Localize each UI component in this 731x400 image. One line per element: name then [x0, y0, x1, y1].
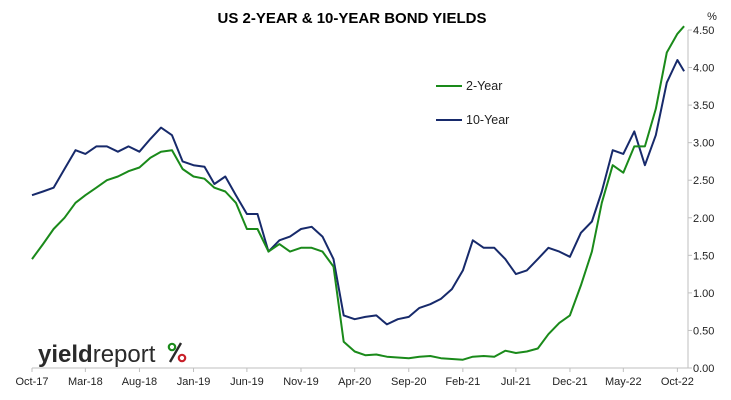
x-tick-label: Aug-18	[122, 376, 157, 388]
legend: 2-Year 10-Year	[436, 79, 509, 127]
yieldreport-logo: yieldreport	[38, 341, 187, 368]
x-tick-label: Dec-21	[552, 376, 587, 388]
chart-title: US 2-YEAR & 10-YEAR BOND YIELDS	[218, 10, 487, 27]
x-tick-label: Nov-19	[283, 376, 318, 388]
x-tick-label: Oct-22	[661, 376, 694, 388]
y-tick-label: 4.50	[693, 25, 714, 37]
y-tick-label: 1.50	[693, 250, 714, 262]
x-tick-label: Jan-19	[177, 376, 211, 388]
y-unit-label: %	[707, 11, 717, 23]
x-tick-label: Oct-17	[15, 376, 48, 388]
y-tick-label: 2.50	[693, 175, 714, 187]
legend-label-2-year: 2-Year	[466, 79, 502, 93]
y-tick-label: 1.00	[693, 288, 714, 300]
y-tick-label: 0.50	[693, 325, 714, 337]
y-tick-label: 3.50	[693, 100, 714, 112]
x-tick-label: Feb-21	[445, 376, 480, 388]
logo-word-report: report	[93, 341, 156, 368]
y-tick-label: 4.00	[693, 63, 714, 75]
x-tick-label: Apr-20	[338, 376, 371, 388]
percent-circle-top	[167, 342, 177, 352]
logo-wordmark: yieldreport	[38, 341, 156, 368]
x-tick-label: Mar-18	[68, 376, 103, 388]
percent-slash	[168, 342, 183, 363]
y-axis: 0.00 0.50 1.00 1.50 2.00 2.50 3.00 3.50 4.00 4.50	[687, 25, 714, 375]
x-tick-label: Jun-19	[230, 376, 264, 388]
x-axis: Oct-17 Mar-18 Aug-18 Jan-19 Jun-19 Nov-19 Apr-…	[15, 367, 694, 388]
x-tick-label: Sep-20	[391, 376, 426, 388]
y-tick-label: 2.00	[693, 213, 714, 225]
series-layer	[31, 25, 685, 361]
y-tick-label: 0.00	[693, 363, 714, 375]
x-tick-label: Jul-21	[501, 376, 531, 388]
percent-circle-bottom	[177, 353, 187, 363]
percent-logo-icon	[167, 342, 187, 363]
logo-word-yield: yield	[38, 341, 93, 368]
series-line-10-year	[31, 59, 685, 326]
y-tick-label: 3.00	[693, 138, 714, 150]
legend-label-10-year: 10-Year	[466, 113, 509, 127]
series-line-2-year	[31, 25, 685, 361]
x-tick-label: May-22	[605, 376, 642, 388]
